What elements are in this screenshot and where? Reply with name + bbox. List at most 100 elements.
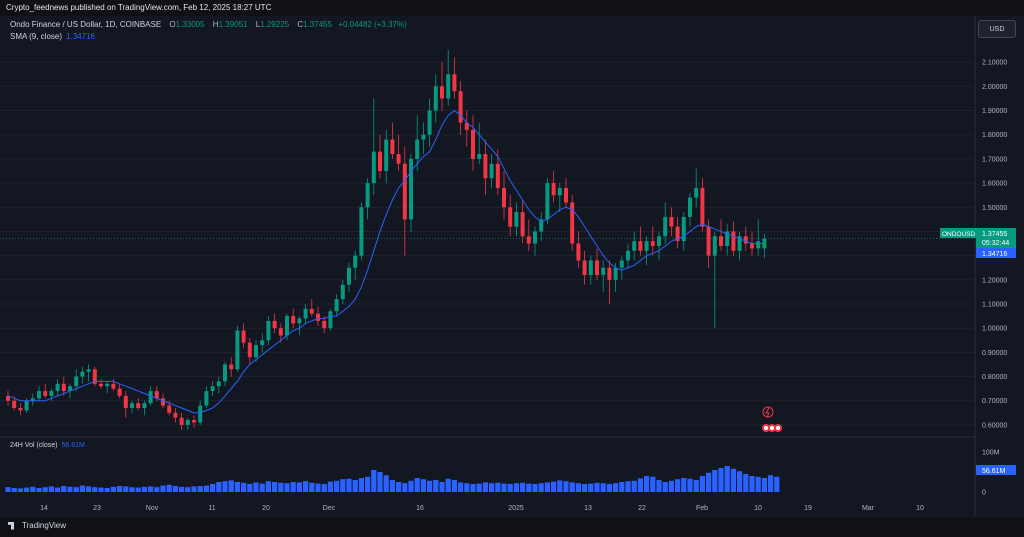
volume-bar (203, 485, 209, 492)
candle-body (731, 231, 736, 251)
candle-body (216, 381, 221, 387)
candle-body (316, 313, 320, 321)
low-label: L (255, 20, 261, 29)
time-tick: 20 (262, 505, 270, 512)
volume-bar (606, 484, 612, 492)
volume-bar (104, 488, 110, 492)
volume-tag-text: 56.61M (982, 468, 1006, 475)
candle-body (539, 219, 544, 232)
volume-bar (11, 488, 17, 492)
time-tick: Dec (323, 505, 336, 512)
volume-bar (321, 484, 327, 492)
volume-bar (495, 482, 501, 492)
candle-body (508, 207, 513, 227)
candle-body (706, 226, 711, 256)
volume-bar (73, 487, 79, 492)
volume-bar (296, 482, 302, 492)
volume-bar (247, 484, 253, 492)
close-value: 1.37455 (303, 20, 333, 29)
candle-body (533, 231, 537, 244)
candle-body (92, 369, 97, 384)
price-tick: 2.10000 (982, 60, 1007, 67)
candle-body (663, 216, 668, 237)
candle-body (198, 405, 203, 423)
volume-bar (544, 482, 550, 492)
volume-bar (526, 483, 532, 492)
candle-body (502, 187, 506, 208)
volume-bar (650, 476, 656, 492)
volume-bar (445, 478, 451, 492)
candle-body (489, 163, 494, 179)
symbol-legend[interactable]: Ondo Finance / US Dollar, 1D, COINBASE O… (10, 20, 407, 29)
candle-body (105, 383, 110, 387)
time-tick: 14 (40, 505, 48, 512)
volume-scale: 100M 50M 0 (982, 450, 1000, 497)
candle-body (452, 74, 457, 92)
candle-body (409, 158, 413, 220)
volume-bar (489, 483, 495, 492)
candle-body (303, 308, 308, 319)
volume-bar (371, 470, 377, 492)
volume-bar (216, 482, 222, 492)
sma-legend[interactable]: SMA (9, close) 1.34716 (10, 32, 95, 41)
volume-legend[interactable]: 24H Vol (close) 56.61M (10, 442, 85, 449)
volume-bar (259, 483, 265, 492)
price-tick: 0.70000 (982, 398, 1007, 405)
volume-bar (470, 484, 476, 492)
volume-bar (129, 487, 135, 492)
footer-bar (0, 517, 1024, 537)
candle-body (185, 420, 190, 425)
low-value: 1.29225 (260, 20, 290, 29)
sma-value: 1.34716 (66, 32, 95, 41)
ticker-tag: ONDOUSD (942, 231, 976, 238)
candle-body (626, 250, 630, 261)
volume-bar (234, 482, 240, 492)
sma-label: SMA (9, close) (10, 32, 63, 41)
candle-body (545, 183, 550, 220)
volume-bar (160, 485, 166, 492)
price-tick: 0.60000 (982, 422, 1007, 429)
candle-body (99, 383, 103, 387)
candle-body (266, 320, 271, 341)
volume-bar (656, 480, 662, 492)
symbol-name: Ondo Finance / US Dollar, 1D, COINBASE (10, 20, 162, 29)
volume-bar (668, 480, 674, 492)
currency-button[interactable]: USD (978, 20, 1016, 38)
volume-bar (340, 479, 346, 492)
candle-body (632, 241, 637, 251)
tradingview-logo[interactable]: TradingView (8, 521, 66, 530)
volume-bar (724, 466, 730, 492)
volume-bar (569, 482, 575, 492)
volume-value: 56.61M (61, 442, 85, 449)
price-tick: 1.00000 (982, 326, 1007, 333)
event-icons[interactable] (762, 406, 782, 432)
publisher-line: Crypto_feednews published on TradingView… (6, 3, 272, 12)
volume-bar (315, 483, 321, 492)
candle-body (297, 318, 302, 324)
volume-bar (532, 484, 538, 492)
candle-body (669, 216, 674, 227)
volume-bar (712, 470, 718, 492)
volume-bar (613, 483, 619, 492)
volume-bar (768, 475, 774, 492)
volume-bar (749, 476, 755, 492)
candle-body (235, 330, 240, 370)
candle-body (365, 183, 370, 208)
volume-bar (625, 481, 631, 492)
candle-body (681, 216, 686, 242)
time-tick: 22 (638, 505, 646, 512)
volume-bar (197, 486, 203, 492)
volume-bar (600, 483, 606, 492)
candle-body (204, 391, 209, 406)
volume-bar (48, 486, 54, 492)
time-axis: 14 23 Nov 11 20 Dec 16 2025 13 22 Feb 10 19 Mar 10 (40, 505, 924, 512)
candle-body (12, 400, 17, 408)
volume-bar (420, 479, 426, 492)
volume-bar (272, 482, 278, 492)
candle-body (440, 86, 444, 99)
price-tick: 1.50000 (982, 205, 1007, 212)
candle-body (254, 345, 258, 358)
candle-body (421, 134, 426, 140)
candle-body (148, 391, 153, 404)
